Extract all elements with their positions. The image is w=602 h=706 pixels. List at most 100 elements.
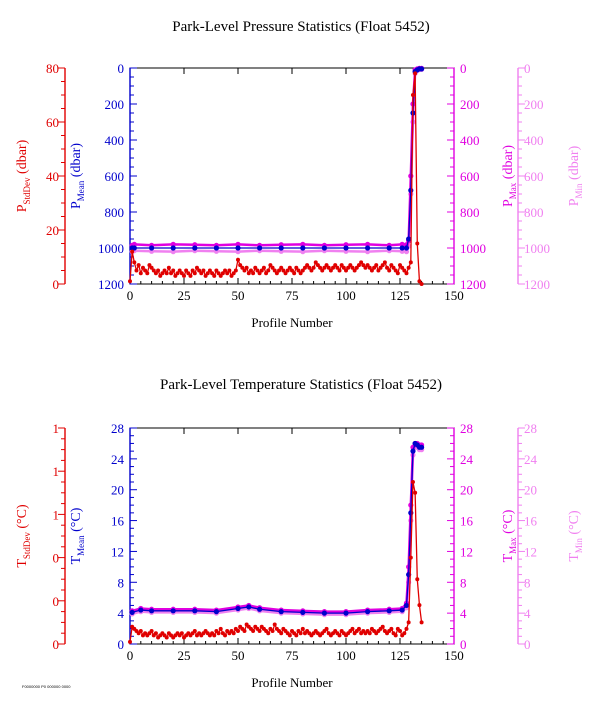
min-series-line: [131, 446, 422, 616]
stddev-point: [231, 631, 236, 636]
mean-point: [403, 602, 410, 609]
stddev-point: [380, 263, 385, 268]
max-series-line: [131, 67, 422, 247]
stddev-point: [279, 265, 284, 270]
stddev-point: [307, 265, 312, 270]
max-series-line: [131, 442, 422, 613]
stddev-point: [406, 265, 411, 270]
max-tick-label: 1000: [460, 241, 486, 256]
stddev-point: [147, 263, 152, 268]
x-tick-label: 100: [336, 288, 356, 303]
stddev-point: [294, 633, 299, 638]
mean-point: [408, 187, 414, 193]
stddev-point: [223, 633, 228, 638]
stddev-point: [294, 265, 299, 270]
stddev-point: [205, 271, 210, 276]
max-tick-label: 12: [460, 544, 473, 559]
mean-point: [365, 609, 371, 615]
stddev-axis-label: PStdDev (dbar): [15, 139, 32, 212]
min-tick-label: 16: [524, 514, 538, 529]
stddev-point: [238, 263, 243, 268]
stddev-point: [344, 268, 348, 273]
stddev-point: [138, 629, 143, 634]
x-tick-label: 25: [178, 648, 191, 663]
stddev-point: [305, 263, 310, 268]
stddev-point: [300, 268, 305, 273]
stddev-point: [410, 93, 415, 97]
min-tick-label: 12: [524, 544, 537, 559]
max-tick-label: 600: [460, 169, 480, 184]
stddev-point: [328, 268, 333, 273]
max-axis-label: TMax (°C): [501, 509, 518, 562]
stddev-point: [326, 265, 331, 270]
stddev-point: [272, 268, 277, 273]
stddev-point: [398, 263, 402, 268]
stddev-point: [186, 271, 191, 276]
stddev-point: [227, 268, 232, 273]
stddev-point: [300, 626, 305, 631]
mean-point: [235, 245, 241, 251]
stddev-point: [322, 265, 327, 270]
mean-point: [235, 605, 241, 612]
stddev-point: [248, 268, 253, 273]
stddev-point: [393, 268, 398, 273]
stddev-point: [199, 271, 204, 276]
stddev-point: [216, 631, 221, 636]
chart-title: Park-Level Temperature Statistics (Float…: [160, 377, 442, 393]
stddev-point: [335, 265, 340, 270]
stddev-point: [333, 263, 338, 268]
min-tick-label: 20: [524, 483, 537, 498]
stddev-point: [190, 268, 195, 273]
stddev-point: [223, 268, 228, 273]
stddev-point: [128, 279, 132, 284]
stddev-point: [415, 241, 420, 246]
max-point: [300, 241, 306, 247]
stddev-point: [158, 273, 163, 278]
stddev-point: [354, 265, 359, 270]
mean-point: [149, 608, 155, 614]
max-tick-label: 4: [460, 606, 467, 621]
max-tick-label: 200: [460, 97, 480, 112]
stddev-point: [173, 273, 178, 278]
stddev-point: [283, 271, 288, 276]
min-tick-label: 28: [524, 421, 537, 436]
max-tick-label: 400: [460, 133, 480, 148]
min-point: [403, 249, 410, 255]
stddev-point: [404, 271, 409, 276]
mean-point: [386, 245, 392, 251]
min-series-line: [131, 68, 422, 253]
mean-axis-label: TMean (°C): [69, 507, 86, 564]
mean-tick-label: 800: [105, 205, 125, 220]
stddev-point: [415, 577, 420, 582]
max-tick-label: 16: [460, 514, 474, 529]
stddev-point: [277, 268, 282, 273]
stddev-point: [382, 260, 387, 265]
stddev-point: [341, 265, 346, 270]
mean-point: [321, 245, 327, 251]
stddev-point: [393, 633, 398, 638]
stddev-point: [134, 268, 139, 273]
mean-series-line: [131, 442, 422, 614]
stddev-tick-label: 60: [46, 115, 59, 130]
x-tick-label: 125: [390, 288, 410, 303]
stddev-point: [320, 268, 325, 273]
stddev-point: [413, 490, 418, 495]
mean-tick-label: 1000: [98, 241, 124, 256]
mean-point: [300, 609, 306, 615]
x-tick-label: 150: [444, 648, 464, 663]
mean-tick-label: 400: [105, 133, 125, 148]
mean-point: [138, 607, 144, 613]
min-tick-label: 4: [524, 606, 531, 621]
stddev-point: [212, 273, 217, 278]
stddev-point: [274, 271, 279, 276]
stddev-point: [229, 273, 234, 278]
stddev-point: [285, 268, 290, 273]
stddev-point: [179, 271, 184, 276]
stddev-point: [387, 268, 392, 273]
mean-point: [129, 609, 135, 615]
stddev-point: [132, 260, 137, 265]
stddev-point: [259, 268, 264, 273]
mean-point: [343, 245, 349, 251]
stddev-point: [272, 622, 277, 627]
stddev-point: [166, 265, 171, 270]
